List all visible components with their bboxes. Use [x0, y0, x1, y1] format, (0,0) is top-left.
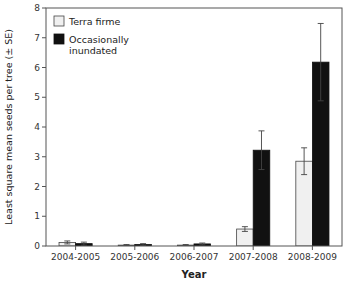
y-tick [42, 127, 46, 128]
y-tick-label: 2 [34, 182, 40, 192]
y-tick-label: 6 [34, 63, 40, 73]
error-bar [301, 148, 307, 175]
bars [59, 23, 329, 246]
x-tick [253, 246, 254, 250]
y-tick [42, 67, 46, 68]
error-bar [140, 244, 146, 246]
y-tick [42, 246, 46, 247]
legend-swatch [54, 34, 64, 44]
legend-label: Occasionallyinundated [69, 34, 129, 56]
y-tick-label: 1 [34, 211, 40, 221]
legend-label: Terra firme [68, 16, 120, 27]
y-axis-label: Least square mean seeds per tree (± SE) [3, 29, 14, 225]
x-tick-label: 2008-2009 [288, 252, 337, 262]
y-tick [42, 156, 46, 157]
x-tick [312, 246, 313, 250]
error-bar [258, 131, 264, 170]
error-bar [199, 243, 205, 245]
x-tick-label: 2004-2005 [51, 252, 100, 262]
x-tick [75, 246, 76, 250]
y-tick-label: 4 [34, 122, 40, 132]
y-tick [42, 8, 46, 9]
y-tick [42, 37, 46, 38]
error-bar [318, 23, 324, 100]
y-tick-label: 0 [34, 241, 40, 251]
legend: Terra firme Occasionallyinundated [54, 16, 129, 56]
legend-swatch [54, 16, 64, 26]
x-axis-label: Year [181, 269, 207, 280]
x-tick-label: 2005-2006 [110, 252, 159, 262]
x-tick-label: 2007-2008 [229, 252, 278, 262]
y-tick-label: 7 [34, 33, 40, 43]
y-tick [42, 186, 46, 187]
chart: 0 1 2 3 4 5 6 7 8 2004-2005 2005-2006 2006-2007 2007… [0, 0, 350, 286]
x-tick-label: 2006-2007 [169, 252, 218, 262]
plot-frame [46, 8, 342, 246]
error-bar [64, 241, 70, 244]
error-bar [81, 242, 87, 245]
error-bar [242, 227, 248, 232]
x-tick [194, 246, 195, 250]
x-tick [134, 246, 135, 250]
y-tick-label: 5 [34, 92, 40, 102]
y-tick-label: 3 [34, 152, 40, 162]
y-tick [42, 216, 46, 217]
y-tick [42, 97, 46, 98]
y-tick-label: 8 [34, 3, 40, 13]
